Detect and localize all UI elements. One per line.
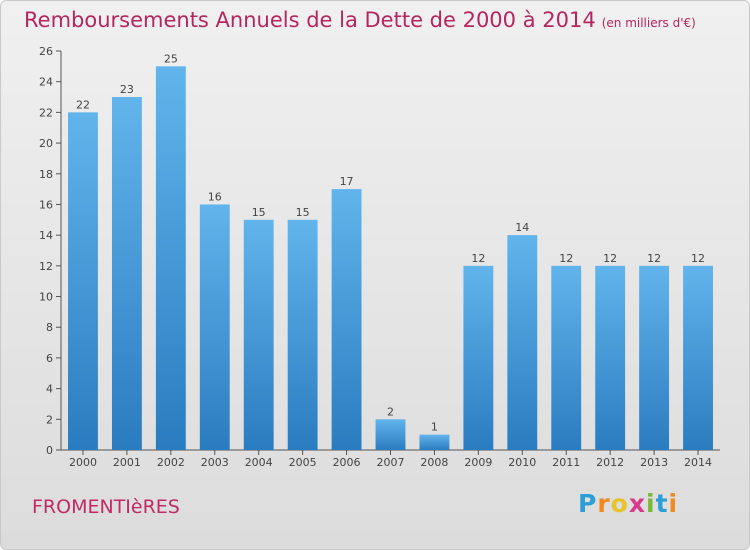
value-label: 25: [164, 52, 178, 65]
y-tick-label: 14: [39, 229, 53, 242]
logo-letter: t: [655, 489, 669, 518]
logo-letter: i: [668, 489, 679, 518]
logo-letter: i: [646, 489, 656, 518]
y-tick-label: 4: [46, 383, 53, 396]
x-tick-label: 2002: [157, 456, 185, 469]
bar-2003: [199, 204, 230, 450]
value-label: 17: [340, 175, 354, 188]
value-label: 15: [252, 206, 266, 219]
logo-letter: o: [610, 489, 629, 518]
x-tick-label: 2001: [113, 456, 141, 469]
y-tick-label: 2: [46, 413, 53, 426]
logo-letter: P: [578, 489, 598, 518]
x-tick-label: 2012: [596, 456, 624, 469]
value-label: 12: [559, 252, 573, 265]
value-label: 2: [387, 405, 394, 418]
y-tick-label: 8: [46, 321, 53, 334]
logo-letter: x: [628, 489, 646, 518]
x-tick-label: 2013: [640, 456, 668, 469]
value-label: 14: [515, 221, 529, 234]
bar-2014: [683, 265, 713, 450]
value-label: 1: [431, 421, 438, 434]
y-tick-label: 0: [46, 444, 53, 457]
bar-2001: [111, 97, 142, 451]
x-tick-label: 2003: [201, 456, 229, 469]
y-tick-label: 6: [46, 352, 53, 365]
value-label: 16: [208, 190, 222, 203]
x-tick-label: 2007: [377, 456, 405, 469]
x-tick-label: 2006: [333, 456, 361, 469]
y-tick-label: 26: [39, 45, 53, 58]
bar-2012: [595, 265, 626, 450]
y-tick-label: 18: [39, 168, 53, 181]
y-tick-label: 12: [39, 260, 53, 273]
value-label: 12: [691, 252, 705, 265]
bar-2006: [331, 189, 362, 450]
bar-2013: [639, 265, 670, 450]
chart-bars: [68, 66, 713, 451]
chart-title-text: Remboursements Annuels de la Dette de 20…: [24, 8, 596, 32]
bar-2000: [68, 112, 98, 450]
bar-2011: [551, 265, 582, 450]
chart-subtitle: (en milliers d'€): [601, 16, 696, 30]
y-tick-label: 16: [39, 198, 53, 211]
bar-2009: [463, 265, 494, 450]
value-label: 12: [471, 252, 485, 265]
y-tick-label: 24: [39, 76, 53, 89]
x-tick-label: 2011: [552, 456, 580, 469]
proxiti-logo: Proxiti: [578, 489, 678, 518]
chart-labels: 22 2000 23 2001 25 2002 16 2003 15 2004 15 2005 17 20…: [69, 52, 712, 469]
y-tick-label: 20: [39, 137, 53, 150]
logo-letter: r: [597, 489, 611, 518]
value-label: 15: [296, 206, 310, 219]
chart-title: Remboursements Annuels de la Dette de 20…: [24, 8, 696, 32]
x-tick-label: 2009: [464, 456, 492, 469]
value-label: 12: [647, 252, 661, 265]
value-label: 23: [120, 83, 134, 96]
x-tick-label: 2008: [420, 456, 448, 469]
x-tick-label: 2014: [684, 456, 712, 469]
x-tick-label: 2000: [69, 456, 97, 469]
x-tick-label: 2005: [289, 456, 317, 469]
bar-2005: [287, 219, 318, 450]
commune-name: FROMENTIèRES: [32, 496, 180, 518]
y-tick-label: 10: [39, 291, 53, 304]
bar-2008: [419, 434, 450, 450]
x-tick-label: 2010: [508, 456, 536, 469]
y-tick-label: 22: [39, 106, 53, 119]
bar-2010: [507, 235, 538, 450]
value-label: 22: [76, 98, 90, 111]
value-label: 12: [603, 252, 617, 265]
x-tick-label: 2004: [245, 456, 273, 469]
bar-2004: [243, 219, 274, 450]
bar-2007: [375, 419, 406, 450]
bar-2002: [155, 66, 186, 450]
